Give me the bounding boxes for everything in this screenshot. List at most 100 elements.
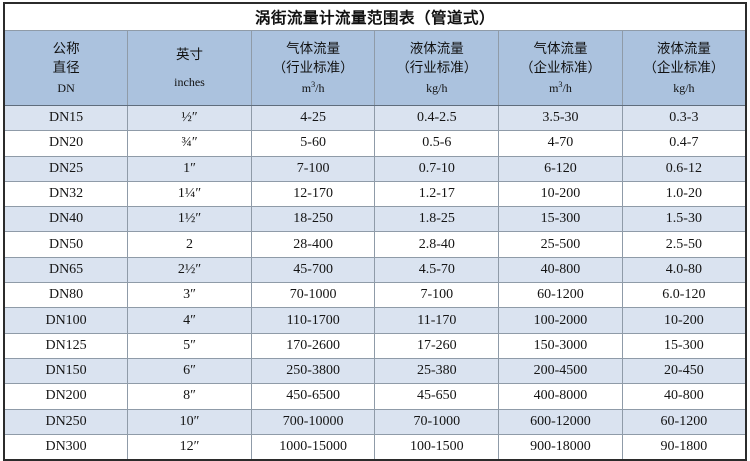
cell-nominal-diameter[interactable]: DN150 xyxy=(3,357,129,385)
cell-inches[interactable]: 2½″ xyxy=(127,256,252,284)
cell-liquid-enterprise[interactable]: 20-450 xyxy=(621,357,747,385)
cell-liquid-enterprise[interactable]: 6.0-120 xyxy=(621,282,747,309)
table-row[interactable]: DN65 2½″ 45-700 4.5-70 40-800 4.0-80 xyxy=(3,256,747,284)
cell-gas-industry[interactable]: 110-1700 xyxy=(250,307,376,334)
cell-liquid-industry[interactable]: 25-380 xyxy=(374,357,500,385)
cell-nominal-diameter[interactable]: DN250 xyxy=(3,408,129,435)
cell-gas-enterprise[interactable]: 100-2000 xyxy=(498,307,623,334)
cell-gas-industry[interactable]: 1000-15000 xyxy=(250,433,376,461)
cell-gas-enterprise[interactable]: 60-1200 xyxy=(498,282,623,309)
cell-inches[interactable]: 12″ xyxy=(127,433,252,461)
cell-liquid-enterprise[interactable]: 0.4-7 xyxy=(621,130,747,157)
cell-inches[interactable]: ¾″ xyxy=(127,130,252,157)
cell-nominal-diameter[interactable]: DN65 xyxy=(3,256,129,284)
header-cell-gas-enterprise[interactable]: 气体流量 （企业标准） m3/h xyxy=(498,30,623,106)
header-cell-liquid-enterprise[interactable]: 液体流量 （企业标准） kg/h xyxy=(621,30,747,106)
table-row[interactable]: DN200 8″ 450-6500 45-650 400-8000 40-800 xyxy=(3,383,747,410)
cell-inches[interactable]: 6″ xyxy=(127,357,252,385)
cell-gas-industry[interactable]: 450-6500 xyxy=(250,383,376,410)
cell-gas-enterprise[interactable]: 6-120 xyxy=(498,155,623,182)
cell-liquid-enterprise[interactable]: 0.6-12 xyxy=(621,155,747,182)
cell-liquid-industry[interactable]: 11-170 xyxy=(374,307,500,334)
cell-liquid-enterprise[interactable]: 2.5-50 xyxy=(621,231,747,258)
cell-liquid-industry[interactable]: 17-260 xyxy=(374,332,500,359)
cell-liquid-enterprise[interactable]: 90-1800 xyxy=(621,433,747,461)
cell-inches[interactable]: 1″ xyxy=(127,155,252,182)
cell-gas-industry[interactable]: 28-400 xyxy=(250,231,376,258)
cell-gas-industry[interactable]: 12-170 xyxy=(250,180,376,208)
cell-inches[interactable]: 8″ xyxy=(127,383,252,410)
cell-inches[interactable]: ½″ xyxy=(127,104,252,132)
cell-nominal-diameter[interactable]: DN32 xyxy=(3,180,129,208)
cell-liquid-enterprise[interactable]: 1.5-30 xyxy=(621,206,747,233)
cell-liquid-industry[interactable]: 45-650 xyxy=(374,383,500,410)
cell-liquid-industry[interactable]: 100-1500 xyxy=(374,433,500,461)
cell-gas-industry[interactable]: 170-2600 xyxy=(250,332,376,359)
header-cell-liquid-industry[interactable]: 液体流量 （行业标准） kg/h xyxy=(374,30,500,106)
cell-liquid-industry[interactable]: 4.5-70 xyxy=(374,256,500,284)
cell-gas-industry[interactable]: 250-3800 xyxy=(250,357,376,385)
cell-inches[interactable]: 4″ xyxy=(127,307,252,334)
cell-nominal-diameter[interactable]: DN15 xyxy=(3,104,129,132)
cell-gas-enterprise[interactable]: 10-200 xyxy=(498,180,623,208)
cell-inches[interactable]: 3″ xyxy=(127,282,252,309)
table-row[interactable]: DN15 ½″ 4-25 0.4-2.5 3.5-30 0.3-3 xyxy=(3,104,747,132)
header-cell-gas-industry[interactable]: 气体流量 （行业标准） m3/h xyxy=(250,30,376,106)
table-row[interactable]: DN40 1½″ 18-250 1.8-25 15-300 1.5-30 xyxy=(3,206,747,233)
cell-inches[interactable]: 1¼″ xyxy=(127,180,252,208)
cell-liquid-enterprise[interactable]: 1.0-20 xyxy=(621,180,747,208)
cell-inches[interactable]: 10″ xyxy=(127,408,252,435)
cell-nominal-diameter[interactable]: DN25 xyxy=(3,155,129,182)
cell-inches[interactable]: 5″ xyxy=(127,332,252,359)
table-row[interactable]: DN20 ¾″ 5-60 0.5-6 4-70 0.4-7 xyxy=(3,130,747,157)
cell-inches[interactable]: 2 xyxy=(127,231,252,258)
cell-nominal-diameter[interactable]: DN100 xyxy=(3,307,129,334)
cell-gas-enterprise[interactable]: 400-8000 xyxy=(498,383,623,410)
cell-liquid-enterprise[interactable]: 0.3-3 xyxy=(621,104,747,132)
header-cell-inches[interactable]: 英寸 inches xyxy=(127,30,252,106)
cell-gas-enterprise[interactable]: 15-300 xyxy=(498,206,623,233)
cell-gas-enterprise[interactable]: 3.5-30 xyxy=(498,104,623,132)
cell-liquid-industry[interactable]: 1.2-17 xyxy=(374,180,500,208)
cell-liquid-enterprise[interactable]: 4.0-80 xyxy=(621,256,747,284)
header-cell-nominal-diameter[interactable]: 公称 直径 DN xyxy=(3,30,129,106)
cell-liquid-industry[interactable]: 70-1000 xyxy=(374,408,500,435)
cell-gas-industry[interactable]: 70-1000 xyxy=(250,282,376,309)
cell-liquid-enterprise[interactable]: 10-200 xyxy=(621,307,747,334)
table-row[interactable]: DN25 1″ 7-100 0.7-10 6-120 0.6-12 xyxy=(3,155,747,182)
cell-liquid-industry[interactable]: 7-100 xyxy=(374,282,500,309)
cell-liquid-industry[interactable]: 2.8-40 xyxy=(374,231,500,258)
cell-nominal-diameter[interactable]: DN80 xyxy=(3,282,129,309)
cell-gas-industry[interactable]: 4-25 xyxy=(250,104,376,132)
cell-nominal-diameter[interactable]: DN300 xyxy=(3,433,129,461)
table-row[interactable]: DN250 10″ 700-10000 70-1000 600-12000 60-1200 xyxy=(3,408,747,435)
cell-gas-enterprise[interactable]: 40-800 xyxy=(498,256,623,284)
cell-liquid-enterprise[interactable]: 40-800 xyxy=(621,383,747,410)
cell-gas-industry[interactable]: 45-700 xyxy=(250,256,376,284)
table-row[interactable]: DN80 3″ 70-1000 7-100 60-1200 6.0-120 xyxy=(3,282,747,309)
cell-liquid-industry[interactable]: 0.4-2.5 xyxy=(374,104,500,132)
cell-liquid-enterprise[interactable]: 15-300 xyxy=(621,332,747,359)
cell-nominal-diameter[interactable]: DN40 xyxy=(3,206,129,233)
cell-gas-industry[interactable]: 18-250 xyxy=(250,206,376,233)
cell-gas-industry[interactable]: 7-100 xyxy=(250,155,376,182)
table-row[interactable]: DN50 2 28-400 2.8-40 25-500 2.5-50 xyxy=(3,231,747,258)
cell-gas-industry[interactable]: 700-10000 xyxy=(250,408,376,435)
table-row[interactable]: DN150 6″ 250-3800 25-380 200-4500 20-450 xyxy=(3,357,747,385)
cell-nominal-diameter[interactable]: DN200 xyxy=(3,383,129,410)
table-row[interactable]: DN100 4″ 110-1700 11-170 100-2000 10-200 xyxy=(3,307,747,334)
cell-liquid-industry[interactable]: 0.5-6 xyxy=(374,130,500,157)
cell-liquid-industry[interactable]: 1.8-25 xyxy=(374,206,500,233)
cell-liquid-industry[interactable]: 0.7-10 xyxy=(374,155,500,182)
cell-gas-enterprise[interactable]: 4-70 xyxy=(498,130,623,157)
cell-gas-industry[interactable]: 5-60 xyxy=(250,130,376,157)
cell-gas-enterprise[interactable]: 25-500 xyxy=(498,231,623,258)
cell-nominal-diameter[interactable]: DN125 xyxy=(3,332,129,359)
cell-gas-enterprise[interactable]: 200-4500 xyxy=(498,357,623,385)
table-row[interactable]: DN300 12″ 1000-15000 100-1500 900-18000 90-18… xyxy=(3,433,747,461)
cell-nominal-diameter[interactable]: DN20 xyxy=(3,130,129,157)
cell-gas-enterprise[interactable]: 900-18000 xyxy=(498,433,623,461)
cell-inches[interactable]: 1½″ xyxy=(127,206,252,233)
table-row[interactable]: DN32 1¼″ 12-170 1.2-17 10-200 1.0-20 xyxy=(3,180,747,208)
cell-gas-enterprise[interactable]: 150-3000 xyxy=(498,332,623,359)
